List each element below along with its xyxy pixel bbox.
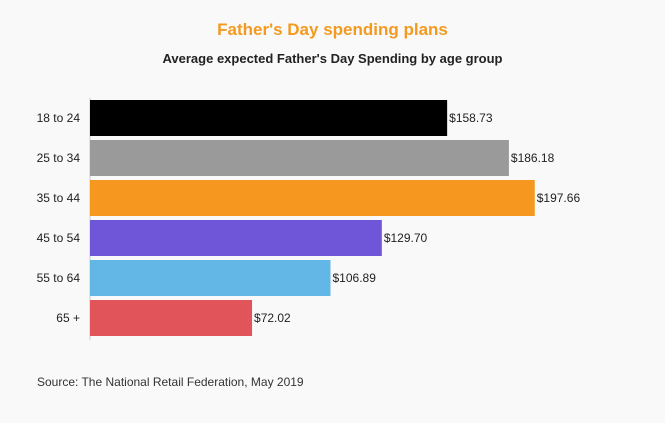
- category-label: 18 to 24: [37, 111, 81, 125]
- data-label: $186.18: [511, 151, 555, 165]
- category-label: 55 to 64: [37, 271, 81, 285]
- data-label: $197.66: [537, 191, 581, 205]
- chart-title: Father's Day spending plans: [217, 20, 448, 39]
- bar: [90, 220, 382, 256]
- bar: [90, 300, 253, 336]
- category-label: 35 to 44: [37, 191, 81, 205]
- chart-subtitle: Average expected Father's Day Spending b…: [162, 51, 503, 66]
- category-label: 25 to 34: [37, 151, 81, 165]
- bar: [90, 100, 448, 136]
- bar: [90, 260, 331, 296]
- category-label: 45 to 54: [37, 231, 81, 245]
- source-note: Source: The National Retail Federation, …: [37, 375, 304, 389]
- data-label: $106.89: [333, 271, 377, 285]
- data-label: $72.02: [254, 311, 291, 325]
- bar: [90, 180, 535, 216]
- data-label: $129.70: [384, 231, 428, 245]
- bar: [90, 140, 509, 176]
- category-label: 65 +: [56, 311, 80, 325]
- data-label: $158.73: [449, 111, 493, 125]
